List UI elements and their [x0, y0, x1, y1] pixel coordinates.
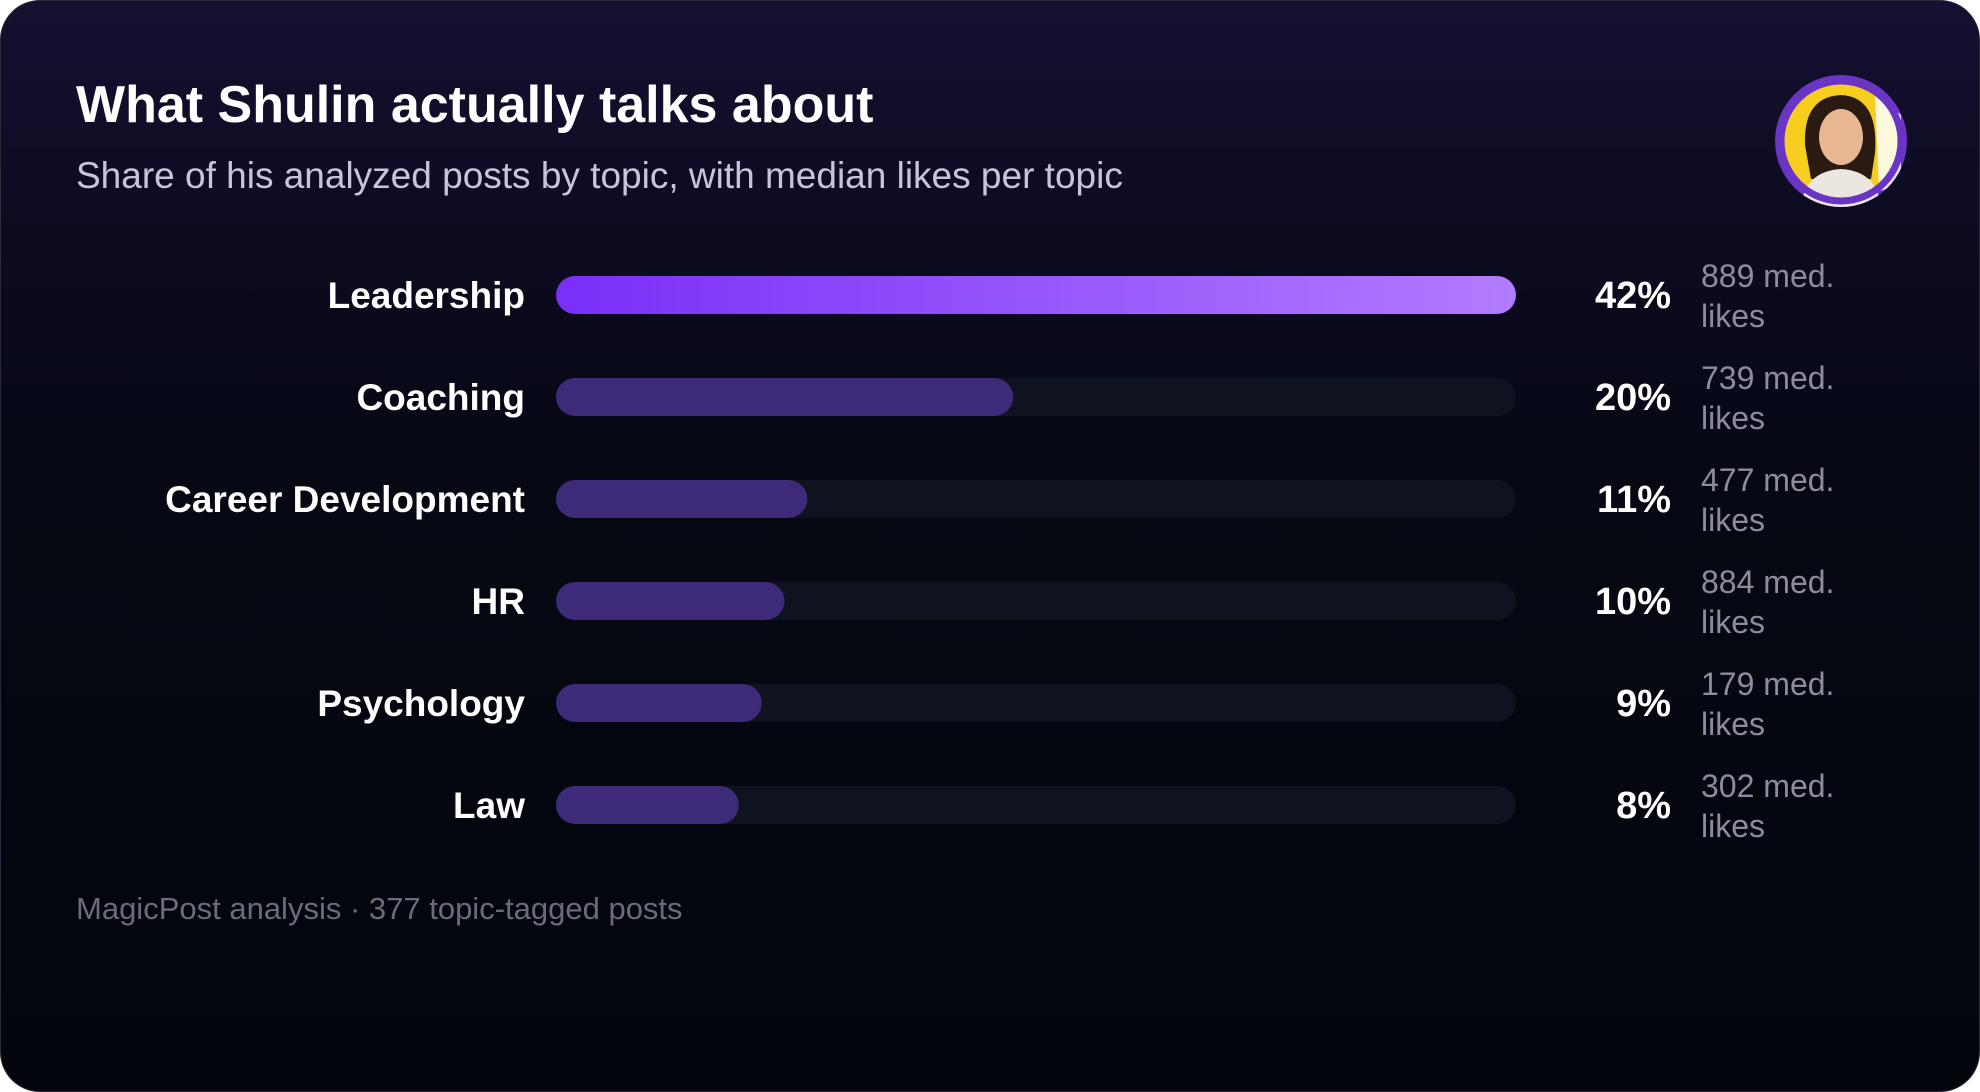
bar-track — [556, 684, 1516, 722]
value-label: 9% — [1616, 683, 1671, 725]
median-likes-unit: likes — [1701, 604, 1765, 640]
value-label: 42% — [1595, 275, 1671, 317]
bar — [556, 480, 808, 518]
value-label: 20% — [1595, 377, 1671, 419]
avatar — [1775, 75, 1907, 207]
person-avatar-icon — [1777, 77, 1905, 207]
value-label: 8% — [1616, 785, 1671, 827]
median-likes-label: 889 med. — [1701, 258, 1834, 294]
median-likes-label: 179 med. — [1701, 666, 1834, 702]
value-label: 11% — [1597, 479, 1671, 521]
chart-subtitle: Share of his analyzed posts by topic, wi… — [76, 155, 1123, 196]
bar — [556, 582, 785, 620]
footer-note: MagicPost analysis · 377 topic-tagged po… — [76, 891, 683, 926]
median-likes-unit: likes — [1701, 808, 1765, 844]
median-likes-unit: likes — [1701, 400, 1765, 436]
value-label: 10% — [1595, 581, 1671, 623]
bar — [556, 378, 1014, 416]
median-likes-label: 302 med. — [1701, 768, 1834, 804]
median-likes-unit: likes — [1701, 706, 1765, 742]
median-likes-unit: likes — [1701, 298, 1765, 334]
category-label: HR — [472, 581, 525, 622]
median-likes-unit: likes — [1701, 502, 1765, 538]
category-label: Law — [453, 785, 525, 826]
category-label: Leadership — [328, 275, 525, 316]
median-likes-label: 739 med. — [1701, 360, 1834, 396]
median-likes-label: 884 med. — [1701, 564, 1834, 600]
median-likes-label: 477 med. — [1701, 462, 1834, 498]
bar — [556, 276, 1516, 314]
category-label: Career Development — [165, 479, 525, 520]
bar-track — [556, 786, 1516, 824]
chart-title: What Shulin actually talks about — [76, 76, 874, 134]
category-label: Psychology — [317, 683, 525, 724]
bar-track — [556, 582, 1516, 620]
bar — [556, 786, 739, 824]
category-label: Coaching — [356, 377, 525, 418]
bar — [556, 684, 762, 722]
